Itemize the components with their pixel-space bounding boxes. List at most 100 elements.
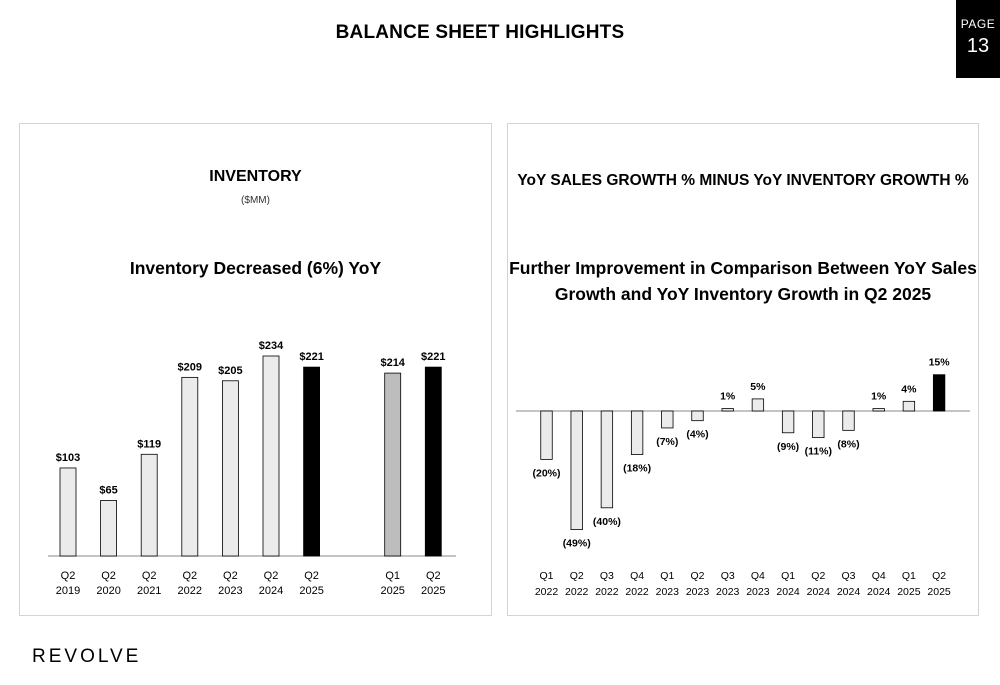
data-label-8: (9%) xyxy=(777,441,799,453)
tick-label-6-year: 2023 xyxy=(716,586,740,598)
inventory-title: INVENTORY xyxy=(209,168,302,185)
tick-label-9-quarter: Q2 xyxy=(811,570,825,582)
inventory-headline: Inventory Decreased (6%) YoY xyxy=(129,258,382,278)
page-number-badge: PAGE 13 xyxy=(956,0,1000,78)
bar-1 xyxy=(100,500,117,557)
tick-label-2-quarter: Q3 xyxy=(600,570,614,582)
bar-8 xyxy=(781,410,795,434)
bar-7 xyxy=(384,372,402,557)
inventory-bar-chart: $103 Q2 2019 $65 Q2 2020 $119 Q2 2021 $209 Q2 2022 $… xyxy=(48,340,456,597)
tick-label-8-quarter: Q1 xyxy=(781,570,795,582)
tick-label-4-quarter: Q1 xyxy=(660,570,674,582)
tick-label-13-quarter: Q2 xyxy=(932,570,946,582)
tick-label-4-year: 2023 xyxy=(656,586,680,598)
data-label-8: $221 xyxy=(421,351,445,363)
bar-11 xyxy=(872,408,885,412)
inventory-unit: ($MM) xyxy=(241,195,270,206)
tick-label-3-quarter: Q2 xyxy=(182,570,197,582)
tick-label-3-quarter: Q4 xyxy=(630,570,644,582)
tick-label-6-year: 2025 xyxy=(299,585,323,597)
growth-gap-headline: Further Improvement in Comparison Betwee… xyxy=(508,255,978,307)
bar-6 xyxy=(303,366,321,557)
tick-label-7-year: 2025 xyxy=(380,585,404,597)
data-label-4: $205 xyxy=(218,365,242,377)
tick-label-9-year: 2024 xyxy=(807,586,831,598)
tick-label-5-year: 2024 xyxy=(259,585,283,597)
tick-label-1-year: 2022 xyxy=(565,586,589,598)
tick-label-3-year: 2022 xyxy=(178,585,202,597)
growth-gap-headline-line2: Growth and YoY Inventory Growth in Q2 20… xyxy=(554,284,932,304)
bar-10 xyxy=(842,410,855,431)
data-label-0: (20%) xyxy=(532,467,560,479)
tick-label-0-year: 2019 xyxy=(56,585,80,597)
tick-label-10-year: 2024 xyxy=(837,586,861,598)
tick-label-13-year: 2025 xyxy=(927,586,951,598)
bar-3 xyxy=(181,376,199,557)
tick-label-5-quarter: Q2 xyxy=(690,570,704,582)
data-label-12: 4% xyxy=(901,383,917,395)
page-badge-label: PAGE xyxy=(960,17,996,31)
tick-label-6-quarter: Q3 xyxy=(721,570,735,582)
tick-label-8-year: 2025 xyxy=(421,585,445,597)
data-label-1: $65 xyxy=(99,484,117,496)
tick-label-2-year: 2021 xyxy=(137,585,161,597)
data-label-7: 5% xyxy=(750,381,766,393)
bar-0 xyxy=(540,410,553,460)
tick-label-1-quarter: Q2 xyxy=(570,570,584,582)
growth-gap-bar-chart: (20%) Q1 2022 (49%) Q2 2022 (40%) Q3 2022 (18%) Q4… xyxy=(516,357,970,598)
bar-4 xyxy=(661,410,674,429)
data-label-1: (49%) xyxy=(563,538,591,550)
data-label-2: $119 xyxy=(137,438,161,450)
tick-label-11-quarter: Q4 xyxy=(872,570,886,582)
tick-label-6-quarter: Q2 xyxy=(304,570,319,582)
data-label-6: 1% xyxy=(720,391,736,403)
tick-label-2-quarter: Q2 xyxy=(142,570,157,582)
bar-1 xyxy=(570,410,583,530)
tick-label-5-year: 2023 xyxy=(686,586,710,598)
tick-label-0-year: 2022 xyxy=(535,586,559,598)
data-label-13: 15% xyxy=(929,357,951,369)
bar-6 xyxy=(721,408,734,412)
tick-label-2-year: 2022 xyxy=(595,586,619,598)
bar-3 xyxy=(630,410,644,455)
bar-5 xyxy=(691,410,704,422)
page-title: BALANCE SHEET HIGHLIGHTS xyxy=(335,22,625,43)
tick-label-12-year: 2025 xyxy=(897,586,921,598)
bar-8 xyxy=(424,366,442,557)
tick-label-12-quarter: Q1 xyxy=(902,570,916,582)
data-label-2: (40%) xyxy=(593,516,621,528)
tick-label-11-year: 2024 xyxy=(867,586,891,598)
inventory-panel: INVENTORY ($MM) Inventory Decreased (6%)… xyxy=(19,123,492,616)
data-label-5: (4%) xyxy=(686,429,708,441)
bar-5 xyxy=(262,355,280,557)
tick-label-7-quarter: Q1 xyxy=(385,570,400,582)
growth-gap-title: YoY SALES GROWTH % MINUS YoY INVENTORY G… xyxy=(517,172,969,189)
data-label-4: (7%) xyxy=(656,436,678,448)
tick-label-5-quarter: Q2 xyxy=(264,570,279,582)
page-badge-number: 13 xyxy=(966,35,990,57)
bar-2 xyxy=(600,410,614,509)
tick-label-7-quarter: Q4 xyxy=(751,570,765,582)
bar-9 xyxy=(812,410,825,439)
bar-4 xyxy=(221,380,239,557)
tick-label-10-quarter: Q3 xyxy=(841,570,855,582)
bar-13 xyxy=(932,374,946,412)
tick-label-4-year: 2023 xyxy=(218,585,242,597)
bar-7 xyxy=(751,398,765,412)
data-label-11: 1% xyxy=(871,391,887,403)
growth-gap-headline-line1: Further Improvement in Comparison Betwee… xyxy=(509,258,977,278)
data-label-0: $103 xyxy=(56,452,80,464)
tick-label-0-quarter: Q2 xyxy=(61,570,76,582)
brand-logo: REVOLVE xyxy=(32,646,142,667)
tick-label-8-year: 2024 xyxy=(776,586,800,598)
data-label-5: $234 xyxy=(259,340,284,352)
data-label-9: (11%) xyxy=(805,446,832,458)
data-label-7: $214 xyxy=(380,357,405,369)
tick-label-8-quarter: Q2 xyxy=(426,570,441,582)
tick-label-1-year: 2020 xyxy=(96,585,120,597)
data-label-6: $221 xyxy=(299,351,323,363)
data-label-3: $209 xyxy=(178,361,202,373)
tick-label-0-quarter: Q1 xyxy=(539,570,553,582)
tick-label-1-quarter: Q2 xyxy=(101,570,116,582)
bar-12 xyxy=(902,400,916,412)
